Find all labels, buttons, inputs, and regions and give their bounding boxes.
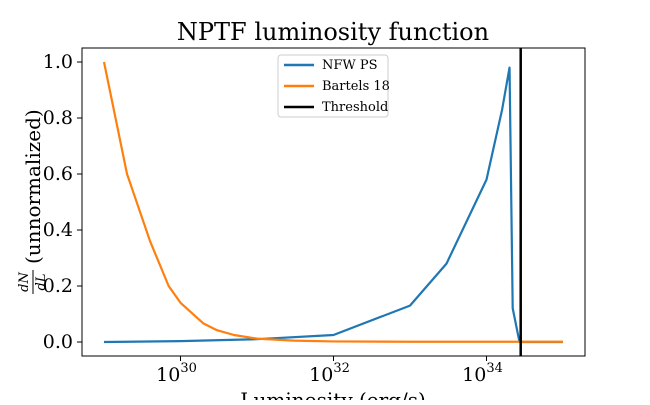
x-tick-label: 1032 [309, 361, 350, 386]
x-tick-label: 1030 [156, 361, 197, 386]
legend-label-nfw-ps: NFW PS [322, 58, 378, 73]
y-tick-label: 1.0 [43, 51, 73, 73]
y-axis-label: dN dL (unnormalized) [17, 109, 49, 294]
chart-title: NPTF luminosity function [177, 18, 489, 46]
legend: NFW PS Bartels 18 Threshold [277, 54, 390, 118]
y-tick-label: 0.0 [43, 331, 73, 353]
legend-entries: NFW PS Bartels 18 Threshold [284, 58, 390, 115]
y-label-text: (unnormalized) [21, 109, 45, 264]
legend-label-bartels-18: Bartels 18 [322, 79, 390, 94]
x-tick-label: 1034 [462, 361, 503, 386]
y-tick-label: 0.6 [43, 163, 73, 185]
plot-area: 1030 1032 1034 0.0 0.2 0.4 0.6 0.8 1.0 [43, 47, 586, 386]
series-line-nfw-ps [103, 66, 563, 344]
legend-box [277, 54, 389, 118]
y-axis-ticks: 0.0 0.2 0.4 0.6 0.8 1.0 [43, 51, 82, 353]
series-layer [102, 48, 563, 356]
legend-label-threshold: Threshold [322, 100, 388, 115]
y-tick-label: 0.8 [43, 107, 73, 129]
series-line-bartels-18 [102, 61, 563, 343]
y-tick-label: 0.2 [43, 275, 73, 297]
y-label-denominator: dL [34, 274, 49, 291]
y-tick-label: 0.4 [43, 219, 73, 241]
x-axis-label-text: Luminosity (erg/s) [240, 388, 426, 400]
y-label-numerator: dN [17, 272, 32, 292]
x-axis-ticks: 1030 1032 1034 [156, 356, 503, 386]
x-axis-label: Luminosity (erg/s) [240, 388, 426, 405]
